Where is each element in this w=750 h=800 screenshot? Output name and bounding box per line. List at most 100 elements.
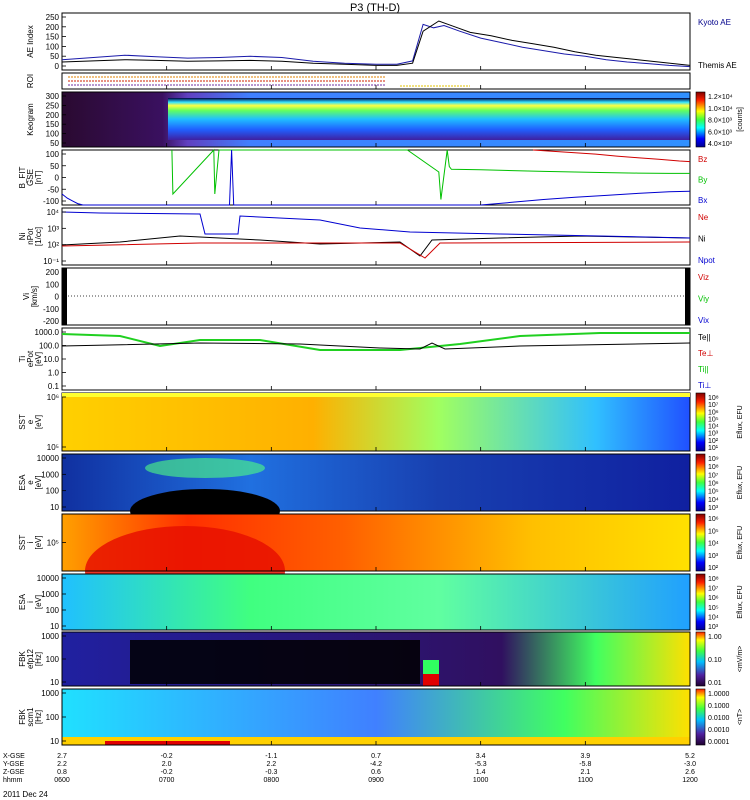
- y-tick-labels: 25020015010050030025020015010050100500-5…: [35, 13, 66, 746]
- ylabel-ni: nPot: [26, 228, 35, 245]
- series-ae-themis-ae: [61, 20, 691, 66]
- ephem-value: 0.7: [371, 753, 381, 760]
- colorbar-tick: 10³: [708, 505, 719, 512]
- plot-date: 2011 Dec 24: [3, 790, 48, 799]
- ylabel-fbk-e: FBK: [18, 651, 27, 667]
- ephem-value: 2.2: [57, 761, 67, 768]
- ephem-value: 2.6: [685, 769, 695, 776]
- colorbar-tick: 10⁴: [708, 614, 719, 621]
- colorbar-keogram: [695, 91, 706, 148]
- ni-trace-blue: [61, 211, 691, 239]
- ytick-label: 10000: [37, 574, 60, 583]
- plot-title: P3 (TH-D): [350, 2, 400, 14]
- ephem-value: 1100: [578, 777, 593, 784]
- ylabel-esa-e: e: [26, 480, 35, 485]
- ylabel-sst-e: SST: [18, 414, 27, 430]
- colorbar-tick: 0.0100: [708, 715, 730, 722]
- colorbar-tick: 10⁸: [708, 464, 719, 471]
- ytick-label: 1000: [41, 689, 59, 698]
- ephem-value: 1.4: [476, 769, 486, 776]
- colorbar-tick: 1.0×10⁴: [708, 106, 733, 113]
- fbk-e-green-block: [423, 660, 439, 674]
- ephem-value: 0700: [159, 777, 175, 784]
- ylabel-ti: [eV]: [34, 352, 43, 366]
- colorbar-esa-i: [695, 573, 706, 631]
- ytick-label: -100: [43, 197, 60, 206]
- colorbar-tick: 10⁵: [708, 605, 719, 612]
- ylabel-fbk-e: efp12: [26, 648, 35, 669]
- legend-entry: Bx: [698, 196, 707, 205]
- colorbar-label: <nT>: [737, 709, 744, 725]
- ephem-value: 1000: [473, 777, 489, 784]
- ytick-label: 50: [50, 162, 59, 171]
- ylabel-sst-i: SST: [18, 535, 27, 551]
- ytick-label: -100: [43, 305, 60, 314]
- colorbar-sst-e: [695, 392, 706, 452]
- ephem-value: -0.2: [161, 753, 173, 760]
- ephem-value: -3.0: [684, 761, 696, 768]
- colorbar-tick: 4.0×10³: [708, 141, 733, 148]
- vi-right-edge-bar: [685, 268, 690, 325]
- ephem-value: 0600: [54, 777, 70, 784]
- ephem-value: 0900: [368, 777, 384, 784]
- colorbar-label: Eflux, EFU: [737, 526, 744, 559]
- ytick-label: 1.0: [48, 369, 60, 378]
- ni-trace-black: [61, 235, 691, 257]
- ephem-value: 2.0: [162, 761, 172, 768]
- ytick-label: 10.0: [43, 355, 59, 364]
- ephem-value: -0.3: [265, 769, 277, 776]
- ephem-value: 1200: [682, 777, 698, 784]
- ylabel-sst-e: [eV]: [34, 415, 43, 429]
- ylabel-vi: [km/s]: [30, 286, 39, 307]
- ylabel-bfit: [nT]: [34, 171, 43, 185]
- sst-e-fill: [62, 393, 690, 451]
- ylabel-sst-i: [eV]: [34, 535, 43, 549]
- ytick-label: 100: [46, 150, 60, 159]
- legend-entry: Themis AE: [698, 61, 737, 70]
- ephem-value: 5.2: [685, 753, 695, 760]
- ytick-label: 200: [46, 111, 60, 120]
- ytick-label: 0: [55, 293, 60, 302]
- colorbar-tick: 10⁵: [708, 528, 719, 535]
- ytick-label: 50: [50, 52, 59, 61]
- ytick-label: -50: [47, 185, 59, 194]
- colorbar-tick: 10⁴: [708, 497, 719, 504]
- ephem-value: -4.2: [370, 761, 382, 768]
- ytick-label: 1000: [41, 590, 59, 599]
- panel-frame-bfit: [61, 149, 691, 206]
- spectrogram-fills: [62, 92, 690, 745]
- ephem-value: 2.7: [57, 753, 67, 760]
- legend-entry: Npot: [698, 256, 716, 265]
- ephem-row-label: Z-GSE: [3, 769, 25, 776]
- ylabel-ti: Ti: [18, 356, 27, 363]
- colorbar-tick: 10⁸: [708, 395, 719, 402]
- colorbar-label: <mV/m>: [737, 646, 744, 672]
- ylabel-bfit: B_FIT: [18, 166, 27, 188]
- ytick-label: 10: [50, 678, 59, 687]
- colorbar-label: Eflux, EFU: [737, 405, 744, 438]
- ytick-label: 200: [46, 23, 60, 32]
- ytick-label: 10⁵: [47, 539, 59, 548]
- fbk-b-red-strip: [105, 741, 230, 745]
- legend-entry: Te||: [698, 333, 711, 342]
- legend-entry: Viz: [698, 273, 709, 282]
- ephem-row-label: X-GSE: [3, 753, 25, 760]
- ylabel-esa-e: [eV]: [34, 475, 43, 489]
- ytick-label: -200: [43, 317, 60, 326]
- ytick-label: 100: [46, 606, 60, 615]
- colorbar-sst-i: [695, 513, 706, 572]
- ytick-label: 100: [46, 130, 60, 139]
- legend-entry: Bz: [698, 155, 707, 164]
- ylabel-fbk-b: scm1: [26, 707, 35, 727]
- colorbar-tick: 1.00: [708, 634, 722, 641]
- colorbar-tick: 10⁷: [708, 402, 719, 409]
- colorbar-tick: 0.10: [708, 657, 722, 664]
- ytick-label: 250: [46, 101, 60, 110]
- ytick-label: 10²: [47, 241, 59, 250]
- ytick-label: 10⁵: [47, 443, 59, 452]
- ytick-label: 100: [46, 655, 60, 664]
- ytick-label: 10: [50, 503, 59, 512]
- ephem-value: -5.8: [579, 761, 591, 768]
- colorbar-tick: 0.1000: [708, 703, 730, 710]
